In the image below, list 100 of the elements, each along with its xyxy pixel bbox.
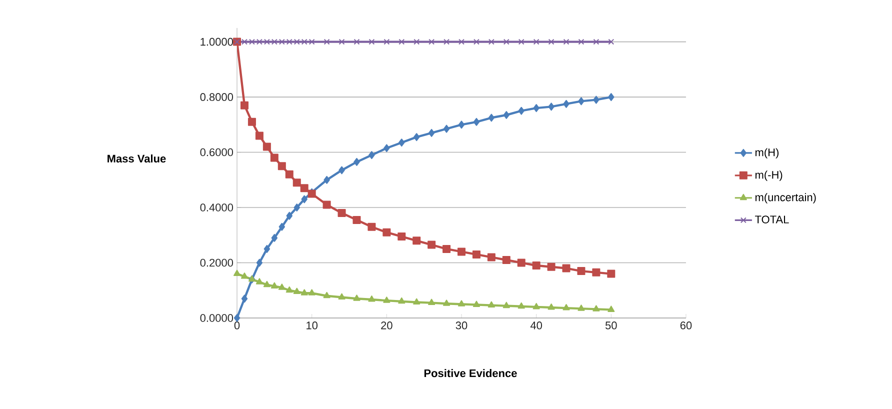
point [382, 228, 391, 236]
point [324, 176, 330, 184]
point [368, 222, 376, 231]
point [533, 104, 540, 112]
point [547, 262, 556, 271]
point [353, 294, 360, 301]
point [578, 304, 585, 311]
point [578, 97, 584, 106]
x-tick-label: 10 [306, 322, 318, 330]
point [240, 272, 248, 279]
point [458, 120, 465, 129]
y-tick-label: 0.8000 [200, 93, 234, 101]
point [248, 118, 256, 126]
point [548, 303, 555, 310]
legend-label: TOTAL [755, 216, 789, 224]
legend-label: m(uncertain) [756, 193, 816, 204]
point [286, 286, 293, 293]
point [263, 280, 270, 288]
point [294, 204, 300, 212]
point [502, 302, 510, 308]
point [533, 38, 540, 45]
point [592, 305, 600, 312]
point [518, 38, 524, 45]
point [368, 295, 376, 302]
point [323, 292, 330, 298]
point [473, 38, 480, 45]
y-tick-label: 0.0000 [200, 314, 234, 322]
point [398, 38, 405, 45]
x-axis-title: Positive Evidence [424, 369, 517, 378]
point [503, 110, 510, 119]
x-tick-label: 40 [530, 322, 542, 330]
point [472, 300, 480, 307]
point [278, 284, 286, 290]
y-axis-title: Mass Value [108, 154, 166, 163]
point [532, 302, 540, 310]
point [256, 278, 263, 284]
point [473, 118, 480, 126]
point [278, 162, 286, 170]
x-tick-label: 0 [234, 322, 240, 330]
point [413, 298, 420, 304]
point [368, 151, 375, 160]
point [308, 289, 316, 296]
point [398, 232, 406, 241]
point [518, 106, 524, 115]
point [338, 293, 346, 300]
point [443, 124, 450, 133]
point [414, 38, 420, 45]
point [532, 262, 540, 270]
point [270, 154, 278, 162]
point [270, 282, 278, 288]
point [428, 240, 436, 249]
x-tick-label: 30 [456, 322, 468, 330]
point [300, 289, 308, 296]
point [458, 300, 466, 306]
point [338, 209, 346, 218]
point [338, 38, 345, 45]
x-tick-label: 20 [381, 322, 392, 330]
point [293, 288, 300, 294]
point [443, 300, 450, 306]
y-tick-label: 0.6000 [200, 148, 234, 156]
point [577, 267, 586, 276]
point [241, 294, 248, 303]
point [442, 244, 451, 253]
point [384, 144, 390, 152]
point [458, 38, 464, 45]
point [548, 102, 554, 111]
point [233, 270, 241, 276]
point [352, 216, 361, 224]
point [563, 38, 570, 45]
point [256, 258, 263, 267]
point [548, 38, 554, 45]
point [234, 314, 240, 322]
point [487, 253, 496, 262]
point [608, 38, 614, 45]
point [428, 298, 436, 306]
point [608, 93, 614, 102]
point [428, 38, 435, 45]
point [286, 212, 293, 220]
point [562, 304, 570, 310]
point [278, 222, 286, 231]
point [563, 100, 570, 108]
point [608, 306, 615, 312]
point [503, 38, 510, 45]
point [578, 38, 584, 45]
x-tick-label: 50 [605, 322, 617, 330]
point [488, 38, 494, 45]
point [264, 244, 270, 253]
point [240, 101, 248, 110]
point [368, 38, 375, 45]
point [502, 256, 510, 264]
point [255, 132, 264, 140]
point [472, 250, 480, 258]
point [383, 296, 390, 303]
point [271, 234, 278, 242]
point [428, 128, 435, 137]
point [413, 133, 420, 142]
point [592, 268, 600, 276]
legend-label: m(-H) [756, 170, 782, 181]
x-tick-label: 60 [680, 322, 692, 330]
point [488, 114, 495, 122]
